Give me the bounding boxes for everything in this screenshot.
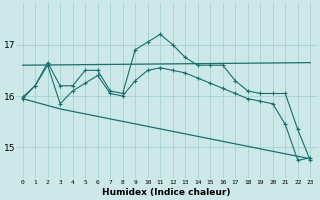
- X-axis label: Humidex (Indice chaleur): Humidex (Indice chaleur): [102, 188, 231, 197]
